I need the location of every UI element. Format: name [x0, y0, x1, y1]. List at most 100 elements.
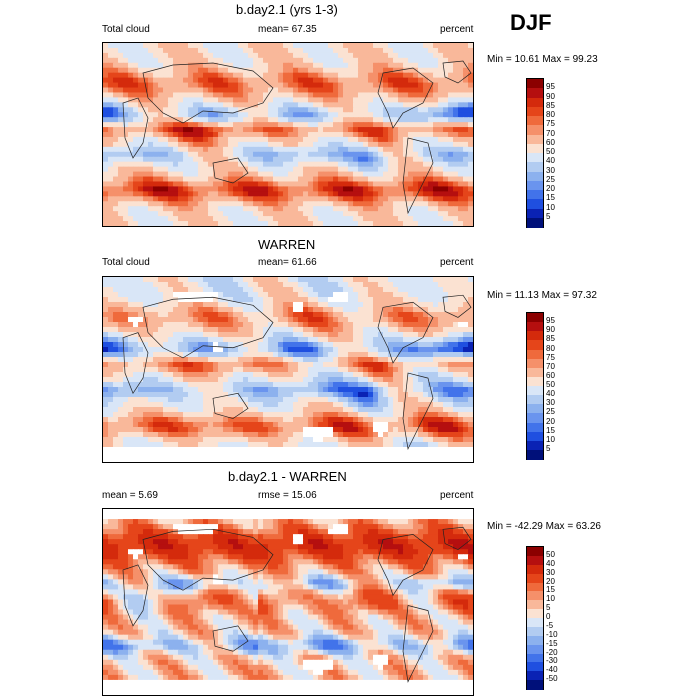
heatmap-cell: [128, 136, 134, 143]
heatmap-cell: [468, 287, 473, 293]
heatmap-cell: [308, 277, 314, 283]
heatmap-cell: [158, 397, 164, 403]
heatmap-cell: [238, 166, 244, 173]
heatmap-cell: [453, 102, 459, 108]
heatmap-cell: [403, 47, 409, 54]
heatmap-cell: [318, 136, 324, 143]
heatmap-cell: [198, 122, 204, 128]
heatmap-cell: [303, 186, 309, 192]
heatmap-cell: [433, 107, 439, 113]
heatmap-cell: [448, 327, 454, 333]
heatmap-cell: [223, 166, 229, 173]
heatmap-cell: [398, 327, 404, 333]
heatmap-cell: [163, 422, 169, 428]
heatmap-cell: [413, 397, 419, 403]
heatmap-cell: [233, 136, 239, 143]
heatmap-cell: [453, 67, 459, 74]
heatmap-cell: [103, 387, 109, 393]
heatmap-cell: [438, 342, 444, 348]
heatmap-cell: [428, 297, 434, 303]
heatmap-cell: [403, 97, 409, 103]
heatmap-cell: [148, 77, 154, 84]
heatmap-cell: [198, 362, 204, 368]
heatmap-cell: [363, 221, 369, 226]
heatmap-cell: [353, 102, 359, 108]
heatmap-cell: [248, 221, 254, 226]
heatmap-cell: [193, 211, 199, 217]
heatmap-cell: [168, 402, 174, 408]
heatmap-cell: [123, 277, 129, 283]
heatmap-cell: [268, 52, 274, 59]
heatmap-cell: [123, 166, 129, 173]
heatmap-cell: [218, 72, 224, 79]
heatmap-cell: [273, 392, 279, 398]
heatmap-cell: [103, 62, 109, 69]
heatmap-cell: [453, 122, 459, 128]
heatmap-cell: [183, 97, 189, 103]
heatmap-cell: [363, 392, 369, 398]
heatmap-cell: [463, 166, 469, 173]
heatmap-cell: [273, 97, 279, 103]
heatmap-cell: [138, 127, 144, 133]
heatmap-cell: [333, 201, 339, 207]
heatmap-cell: [268, 72, 274, 79]
heatmap-cell: [178, 156, 184, 163]
heatmap-cell: [323, 337, 329, 343]
heatmap-cell: [428, 117, 434, 123]
heatmap-cell: [218, 327, 224, 333]
heatmap-cell: [188, 122, 194, 128]
heatmap-cell: [393, 377, 399, 383]
heatmap-cell: [268, 372, 274, 378]
heatmap-cell: [198, 332, 204, 338]
heatmap-cell: [148, 392, 154, 398]
heatmap-cell: [173, 282, 179, 288]
heatmap-cell: [448, 297, 454, 303]
heatmap-cell: [378, 287, 384, 293]
heatmap-cell: [178, 211, 184, 217]
heatmap-cell: [318, 302, 324, 308]
heatmap-cell: [408, 221, 414, 226]
heatmap-cell: [423, 332, 429, 338]
heatmap-cell: [143, 367, 149, 373]
heatmap-cell: [133, 292, 139, 298]
heatmap-cell: [448, 196, 454, 202]
heatmap-cell: [243, 206, 249, 212]
heatmap-cell: [163, 117, 169, 123]
heatmap-cell: [323, 107, 329, 113]
heatmap-cell: [283, 417, 289, 423]
heatmap-cell: [293, 47, 299, 54]
heatmap-cell: [238, 72, 244, 79]
heatmap-cell: [118, 342, 124, 348]
heatmap-cell: [443, 417, 449, 423]
heatmap-cell: [268, 382, 274, 388]
heatmap-cell: [188, 402, 194, 408]
heatmap-cell: [233, 407, 239, 413]
heatmap-cell: [398, 132, 404, 138]
heatmap-cell: [363, 417, 369, 423]
heatmap-cell: [293, 206, 299, 212]
heatmap-cell: [428, 282, 434, 288]
heatmap-cell: [188, 397, 194, 403]
heatmap-cell: [343, 322, 349, 328]
heatmap-cell: [313, 156, 319, 163]
heatmap-cell: [308, 367, 314, 373]
heatmap-cell: [178, 372, 184, 378]
heatmap-cell: [243, 312, 249, 318]
heatmap-cell: [458, 322, 464, 328]
heatmap-cell: [148, 277, 154, 283]
heatmap-cell: [118, 412, 124, 418]
heatmap-cell: [403, 151, 409, 158]
heatmap-cell: [353, 136, 359, 143]
heatmap-cell: [313, 327, 319, 333]
heatmap-cell: [158, 292, 164, 298]
heatmap-cell: [333, 292, 339, 298]
heatmap-cell: [268, 92, 274, 99]
heatmap-cell: [193, 302, 199, 308]
heatmap-cell: [193, 97, 199, 103]
heatmap-cell: [433, 277, 439, 283]
heatmap-cell: [168, 43, 174, 49]
heatmap-cell: [463, 322, 469, 328]
heatmap-cell: [383, 367, 389, 373]
heatmap-cell: [313, 367, 319, 373]
heatmap-cell: [443, 277, 449, 283]
